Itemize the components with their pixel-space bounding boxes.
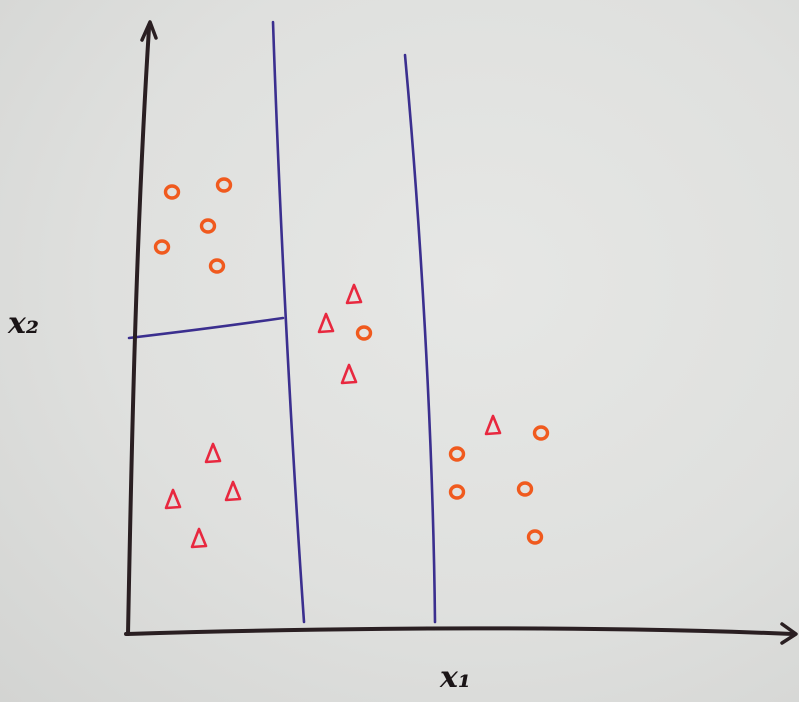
triangle-point-middle — [345, 283, 363, 305]
y-axis-arrowhead — [140, 20, 158, 42]
circle-point-right — [532, 425, 550, 441]
x2-axis-label: x₂ — [8, 306, 40, 341]
split-line-left-vertical — [271, 20, 306, 624]
triangle-point-middle — [317, 312, 335, 334]
y-axis — [126, 26, 151, 636]
circle-point-upper-left — [208, 258, 226, 274]
circle-point-right — [526, 529, 544, 545]
x-axis-arrowhead — [780, 622, 798, 645]
triangle-point-middle — [340, 363, 358, 385]
split-line-horizontal — [127, 316, 285, 340]
triangle-point-lower-left — [190, 527, 208, 549]
circle-point-upper-left — [199, 218, 217, 234]
circle-point-upper-left — [163, 184, 181, 200]
circle-point-right — [448, 484, 466, 500]
circle-point-middle — [355, 325, 373, 341]
circle-point-upper-left — [153, 239, 171, 255]
circle-point-upper-left — [215, 177, 233, 193]
triangle-point-lower-left — [164, 488, 182, 510]
x-axis — [124, 626, 795, 636]
x1-axis-label: x₁ — [440, 660, 472, 695]
split-line-right-vertical — [403, 53, 437, 624]
triangle-point-lower-left — [204, 442, 222, 464]
triangle-point-lower-left — [224, 480, 242, 502]
circle-point-right — [448, 446, 466, 462]
circle-point-right — [516, 481, 534, 497]
triangle-point-right — [484, 414, 502, 436]
